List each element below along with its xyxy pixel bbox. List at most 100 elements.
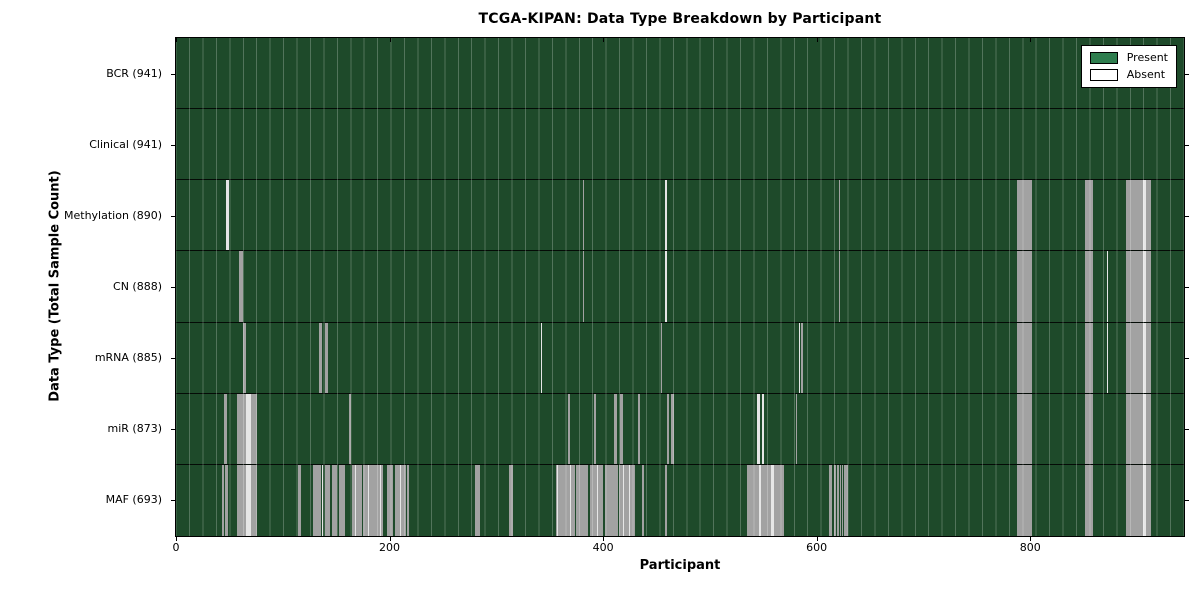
absent-stripe (1017, 464, 1033, 536)
y-tick-mark (171, 144, 175, 146)
absent-stripe (1145, 251, 1151, 322)
y-tick-mark (171, 73, 175, 75)
legend-label-absent: Absent (1126, 68, 1166, 81)
ytick-label-bcr: BCR (941) (106, 66, 162, 80)
heatmap-row-mrna (176, 322, 1184, 394)
absent-stripe (1017, 251, 1033, 322)
ytick-label-maf: MAF (693) (105, 493, 162, 507)
absent-stripe (1107, 251, 1109, 322)
xtick-label-800: 800 (1019, 541, 1041, 554)
y-tick-mark-right (1185, 358, 1189, 360)
heatmap-row-cn (176, 251, 1184, 323)
absent-stripe (352, 464, 362, 536)
absent-stripe (660, 322, 662, 393)
heatmap-row-methylation (176, 180, 1184, 252)
absent-stripe (605, 464, 619, 536)
absent-stripe (1143, 393, 1146, 464)
absent-stripe (246, 464, 251, 536)
xtick-label-0: 0 (172, 541, 180, 554)
xtick-label-400: 400 (592, 541, 614, 554)
absent-stripe (641, 464, 644, 536)
absent-stripe (339, 464, 345, 536)
heatmap-row-bcr (176, 38, 1184, 110)
absent-stripe (312, 464, 322, 536)
plot-area: Present Absent (175, 37, 1185, 537)
x-tick-mark (389, 537, 391, 541)
absent-stripe (541, 322, 543, 393)
y-tick-mark-right (1185, 144, 1189, 146)
absent-stripe (319, 322, 323, 393)
absent-stripe (759, 464, 762, 536)
x-tick-mark (816, 537, 818, 541)
absent-stripe (1143, 251, 1146, 322)
absent-stripe (756, 393, 761, 464)
legend-item-absent: Absent (1089, 68, 1168, 81)
absent-stripe (1126, 251, 1144, 322)
absent-stripe (844, 464, 848, 536)
absent-stripe (800, 322, 803, 393)
y-tick-mark (171, 500, 175, 502)
absent-stripe (221, 464, 225, 536)
x-tick-mark-top (816, 38, 818, 42)
absent-stripe (839, 251, 841, 322)
absent-stripe (1084, 393, 1094, 464)
legend-label-present: Present (1126, 51, 1168, 64)
x-tick-mark-top (1030, 38, 1032, 42)
absent-stripe (325, 464, 330, 536)
absent-stripe (325, 322, 328, 393)
absent-stripe (1143, 464, 1146, 536)
y-tick-mark-right (1185, 73, 1189, 75)
y-tick-mark (171, 287, 175, 288)
absent-stripe (833, 464, 836, 536)
xtick-label-600: 600 (806, 541, 828, 554)
absent-stripe (665, 251, 668, 322)
ytick-label-methylation: Methylation (890) (64, 208, 162, 222)
heatmap-row-clinical (176, 109, 1184, 181)
absent-stripe (297, 464, 301, 536)
absent-stripe (224, 393, 228, 464)
absent-stripe (1084, 322, 1094, 393)
x-tick-mark-top (389, 38, 391, 42)
ytick-label-mrna: mRNA (885) (94, 351, 162, 365)
y-tick-mark-right (1185, 287, 1189, 288)
y-axis-label: Data Type (Total Sample Count) (47, 170, 63, 402)
absent-stripe (239, 251, 244, 322)
absent-stripe (1084, 251, 1094, 322)
absent-stripe (1143, 180, 1146, 251)
absent-stripe (665, 180, 668, 251)
absent-stripe (671, 393, 674, 464)
y-tick-mark (171, 429, 175, 431)
absent-stripe (840, 464, 842, 536)
absent-stripe (596, 464, 598, 536)
x-tick-mark (1030, 537, 1032, 541)
ytick-label-clinical: Clinical (941) (89, 137, 162, 151)
absent-stripe (509, 464, 514, 536)
x-axis-tick-labels: 0 200 400 600 800 (0, 541, 1200, 557)
absent-stripe (1084, 464, 1094, 536)
heatmap-row-mir (176, 393, 1184, 465)
heatmap-row-maf (176, 464, 1184, 536)
ytick-label-mir: miR (873) (107, 422, 163, 436)
absent-stripe (593, 393, 596, 464)
absent-stripe (557, 464, 559, 536)
absent-stripe (582, 180, 584, 251)
legend-item-present: Present (1089, 51, 1168, 64)
absent-stripe (362, 464, 384, 536)
absent-stripe (243, 322, 247, 393)
chart-title: TCGA-KIPAN: Data Type Breakdown by Parti… (478, 11, 882, 27)
y-tick-mark-right (1185, 429, 1189, 431)
absent-stripe (628, 464, 630, 536)
xtick-label-200: 200 (379, 541, 401, 554)
absent-stripe (1145, 180, 1151, 251)
x-tick-mark-top (176, 38, 177, 42)
absent-stripe (394, 464, 406, 536)
x-tick-mark (603, 537, 605, 541)
absent-stripe (762, 393, 765, 464)
absent-stripe (620, 393, 624, 464)
absent-stripe (667, 393, 670, 464)
x-axis-label: Participant (639, 558, 721, 573)
absent-stripe (613, 393, 617, 464)
x-tick-mark (176, 537, 177, 541)
absent-stripe (798, 322, 800, 393)
